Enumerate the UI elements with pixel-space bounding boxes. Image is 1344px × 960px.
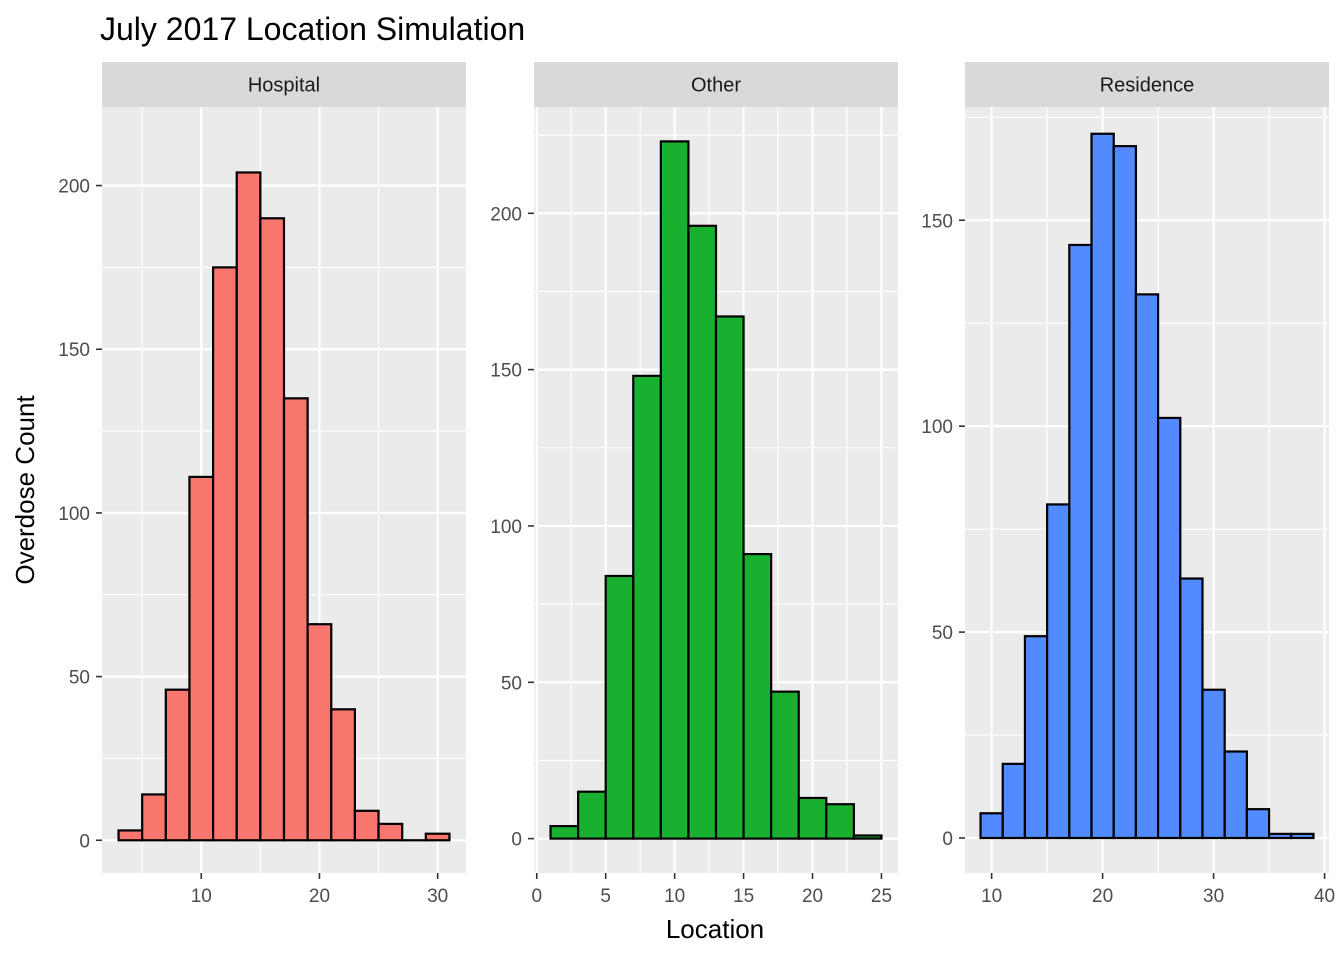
histogram-bar (1023, 635, 1049, 840)
histogram-bar (1090, 132, 1115, 840)
panel-hospital: Hospital 10 20 30 0 50 100 150 200 (58, 62, 466, 907)
histogram-bar (714, 315, 745, 840)
histogram-bar (377, 822, 404, 842)
histogram-bar (549, 825, 580, 840)
facet-strip-label: Residence (1100, 75, 1195, 97)
y-tick-label: 100 (490, 517, 522, 538)
histogram-bar (1267, 832, 1293, 840)
histogram-bar (330, 708, 357, 842)
histogram-bar (1245, 808, 1271, 840)
histogram-bar (259, 217, 286, 842)
x-tick-label: 10 (664, 886, 685, 907)
facet-strip-label: Hospital (248, 75, 320, 97)
y-tick-label: 150 (58, 340, 90, 361)
histogram-bar (1223, 750, 1248, 840)
histogram-bar (188, 475, 215, 842)
x-tick-label: 25 (871, 886, 892, 907)
histogram-bar (1201, 688, 1226, 840)
x-tick-label: 20 (802, 886, 823, 907)
histogram-bar (282, 397, 309, 842)
histogram-bar (211, 266, 238, 842)
y-tick-label: 200 (58, 177, 90, 198)
histogram-bar (235, 171, 262, 842)
histogram-bar (770, 690, 800, 840)
histogram-bar (1068, 243, 1093, 840)
histogram-bar (1112, 145, 1138, 840)
y-tick-label: 50 (69, 668, 90, 689)
y-tick-label: 150 (490, 361, 522, 382)
x-axis-title: Location (666, 914, 764, 944)
x-tick-label: 5 (600, 886, 611, 907)
x-tick-label: 30 (1203, 886, 1224, 907)
y-tick-label: 50 (501, 673, 522, 694)
y-tick-label: 0 (79, 831, 90, 852)
histogram-bar (979, 812, 1004, 840)
histogram-bar (577, 790, 607, 840)
histogram-bar (424, 832, 451, 842)
histogram-bar (659, 140, 690, 840)
panel-other: Other 0 5 10 15 20 25 0 50 100 150 200 (490, 62, 898, 907)
x-tick-label: 30 (427, 886, 448, 907)
y-tick-label: 100 (58, 504, 90, 525)
histogram-bar (353, 809, 380, 842)
x-tick-label: 20 (309, 886, 330, 907)
histogram-bar (852, 834, 883, 840)
histogram-bar (632, 374, 662, 840)
x-tick-label: 0 (531, 886, 542, 907)
facet-strip (534, 62, 898, 107)
histogram-bar (1134, 293, 1160, 840)
y-tick-label: 150 (921, 211, 953, 232)
y-tick-label: 100 (921, 417, 953, 438)
x-tick-label: 15 (733, 886, 754, 907)
chart-title: July 2017 Location Simulation (100, 11, 525, 47)
x-tick-label: 40 (1314, 886, 1335, 907)
histogram-bar (117, 829, 144, 842)
facet-strip-label: Other (691, 75, 741, 97)
y-tick-label: 200 (490, 204, 522, 225)
x-tick-label: 10 (981, 886, 1002, 907)
histogram-bar (687, 224, 718, 840)
histogram-bar (141, 793, 167, 842)
y-tick-label: 50 (932, 623, 953, 644)
histogram-bar (1001, 762, 1027, 840)
histogram-bar (797, 796, 828, 840)
x-tick-label: 20 (1092, 886, 1113, 907)
y-axis-title: Overdose Count (10, 395, 40, 585)
histogram-bar (604, 574, 635, 840)
histogram-bar (1179, 577, 1204, 840)
histogram-bar (306, 623, 333, 842)
facet-strip (102, 62, 466, 107)
y-tick-label: 0 (942, 829, 953, 850)
histogram-bar (1046, 503, 1071, 840)
histogram-bar (164, 688, 191, 842)
histogram-bar (825, 803, 855, 840)
histogram-bar (1290, 832, 1315, 840)
facet-strip (965, 62, 1329, 107)
x-tick-label: 10 (191, 886, 212, 907)
panel-residence: Residence 10 20 30 40 0 50 100 150 (921, 62, 1335, 907)
y-tick-label: 0 (511, 830, 522, 851)
histogram-bar (1156, 416, 1182, 840)
histogram-bar (742, 552, 773, 840)
